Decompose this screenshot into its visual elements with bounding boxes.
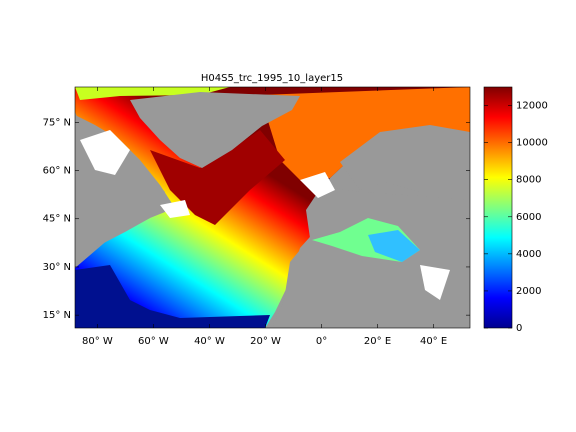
map-area — [75, 87, 470, 328]
greenland — [130, 92, 300, 168]
x-tick-label: 20° W — [250, 336, 281, 347]
x-tick-label: 80° W — [82, 336, 113, 347]
ocean-arctic — [75, 87, 230, 100]
y-tick-label: 75° N — [43, 117, 71, 128]
map-title: H04S5_trc_1995_10_layer15 — [201, 73, 343, 84]
east-mediterranean — [368, 230, 420, 262]
scandinavia — [340, 125, 470, 200]
no-data — [160, 200, 190, 218]
colorbar-tick-label: 10000 — [516, 138, 548, 149]
ocean-north — [260, 87, 470, 180]
x-tick-label: 60° W — [138, 336, 169, 347]
y-tick-label: 15° N — [43, 310, 71, 321]
no-data — [300, 172, 335, 198]
map-frame — [74, 86, 471, 329]
colorbar-tick-label: 4000 — [516, 249, 541, 260]
y-tick-label: 45° N — [43, 214, 71, 225]
no-data — [80, 130, 130, 175]
x-tick-label: 0° — [316, 336, 327, 347]
colorbar-tick-label: 8000 — [516, 175, 541, 186]
x-tick-label: 40° W — [194, 336, 225, 347]
colorbar-tick-label: 12000 — [516, 101, 548, 112]
y-tick-label: 60° N — [43, 166, 71, 177]
x-tick-label: 40° E — [420, 336, 447, 347]
colorbar — [483, 86, 513, 329]
no-data — [420, 265, 450, 300]
x-tick-label: 20° E — [364, 336, 391, 347]
colorbar-tick-label: 0 — [516, 323, 522, 334]
y-tick-label: 30° N — [43, 262, 71, 273]
caribbean — [75, 265, 270, 328]
colorbar-tick-label: 2000 — [516, 286, 541, 297]
colorbar-tick-label: 6000 — [516, 212, 541, 223]
